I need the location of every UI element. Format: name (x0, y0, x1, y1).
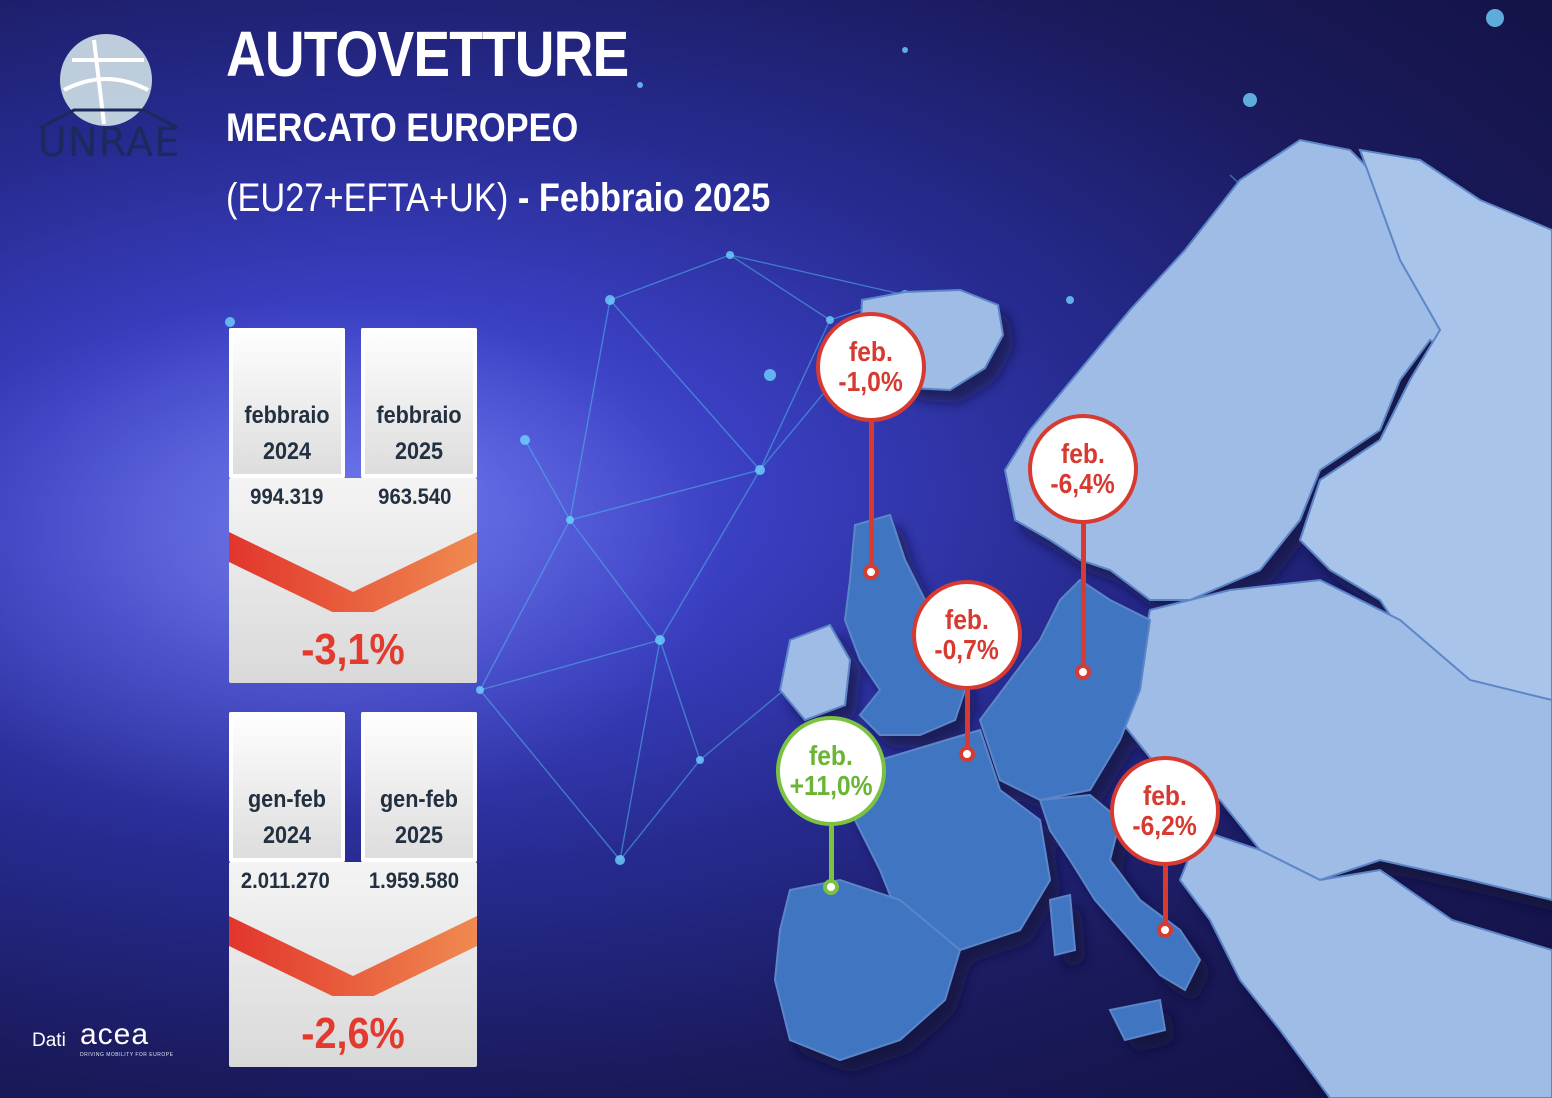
pin-italy-dot (1157, 922, 1173, 938)
ytd-col-2025-label: gen-feb 2025 (367, 782, 471, 854)
ytd-value-2024: 2.011.270 (240, 868, 330, 893)
pin-uk-value: -1,0% (838, 366, 904, 397)
acea-logo: acea (80, 1018, 150, 1051)
pin-uk-stem (869, 420, 874, 570)
ytd-change: -2,6% (301, 1009, 405, 1058)
ytd-col-2025-label-l1: gen-feb (379, 786, 458, 813)
map-ireland (778, 623, 852, 722)
page-title: AUTOVETTURE (226, 18, 629, 90)
month-card-body: 994.319 963.540 -3,1% (229, 478, 477, 683)
month-col-2024-label: febbraio 2024 (235, 398, 339, 470)
map-east (1298, 148, 1552, 702)
unrae-globe-icon (39, 34, 179, 130)
pin-france-dot (959, 746, 975, 762)
pin-germany-dot (1075, 664, 1091, 680)
pin-spain-stem (829, 824, 834, 884)
pin-spain-dot (823, 879, 839, 895)
pin-france-value: -0,7% (934, 634, 1000, 665)
pin-germany-label: feb. (1061, 438, 1105, 469)
page-subtitle: MERCATO EUROPEO (226, 106, 579, 150)
ytd-col-2025-label-l2: 2025 (394, 822, 444, 849)
pin-uk-label: feb. (849, 336, 893, 367)
month-col-2025-label-l2: 2025 (394, 438, 444, 465)
month-stat-card: 994.319 963.540 -3,1% febbraio 2024 febb… (229, 328, 477, 683)
ytd-col-2024-label-l1: gen-feb (247, 786, 326, 813)
pin-france-label: feb. (945, 604, 989, 635)
ytd-col-2024-label-l2: 2024 (262, 822, 312, 849)
pin-uk-dot (863, 564, 879, 580)
month-col-2025-label: febbraio 2025 (367, 398, 471, 470)
map-iberia (773, 878, 962, 1062)
month-change: -3,1% (301, 625, 405, 674)
pin-italy-value: -6,2% (1132, 810, 1198, 841)
pin-france-badge: feb. -0,7% (912, 580, 1022, 690)
ytd-card-body: 2.011.270 1.959.580 -2,6% (229, 862, 477, 1067)
map-sardinia (1048, 893, 1077, 957)
logo-text: UNRAE (37, 120, 181, 166)
pin-uk-badge: feb. -1,0% (816, 312, 926, 422)
month-col-2025-label-l1: febbraio (376, 402, 462, 429)
month-col-2024-label-l2: 2024 (262, 438, 312, 465)
pin-italy-badge: feb. -6,2% (1110, 756, 1220, 866)
month-col-2025: febbraio 2025 (361, 328, 477, 478)
down-chevron-icon (229, 532, 477, 612)
page-scope: (EU27+EFTA+UK) - Febbraio 2025 (226, 178, 770, 218)
month-col-2024: febbraio 2024 (229, 328, 345, 478)
map-balkans (1178, 828, 1552, 1098)
month-value-2025: 963.540 (378, 484, 452, 509)
pin-spain-badge: feb. +11,0% (776, 716, 886, 826)
pin-france-stem (965, 688, 970, 753)
scope-text: (EU27+EFTA+UK) (226, 176, 509, 220)
pin-germany-stem (1081, 522, 1086, 672)
pin-spain-value: +11,0% (789, 770, 873, 801)
acea-tagline: DRIVING MOBILITY FOR EUROPE (80, 1052, 174, 1058)
ytd-value-2025: 1.959.580 (368, 868, 459, 893)
month-col-2024-label-l1: febbraio (244, 402, 330, 429)
map-france (848, 728, 1052, 952)
pin-germany-value: -6,4% (1050, 468, 1116, 499)
source-label: Dati (32, 1030, 66, 1051)
ytd-stat-card: 2.011.270 1.959.580 -2,6% gen-feb 2024 g… (229, 712, 477, 1067)
pin-italy-stem (1163, 864, 1168, 924)
down-chevron-icon (229, 916, 477, 996)
ytd-col-2024-label: gen-feb 2024 (235, 782, 339, 854)
pin-spain-label: feb. (809, 740, 853, 771)
map-sicily (1108, 998, 1167, 1042)
map-eastern-europe (1118, 578, 1552, 902)
pin-italy-label: feb. (1143, 780, 1187, 811)
ytd-col-2025: gen-feb 2025 (361, 712, 477, 862)
unrae-logo: UNRAE (34, 28, 184, 166)
month-value-2024: 994.319 (250, 484, 324, 509)
pin-germany-badge: feb. -6,4% (1028, 414, 1138, 524)
ytd-col-2024: gen-feb 2024 (229, 712, 345, 862)
period-text: - Febbraio 2025 (517, 176, 771, 220)
